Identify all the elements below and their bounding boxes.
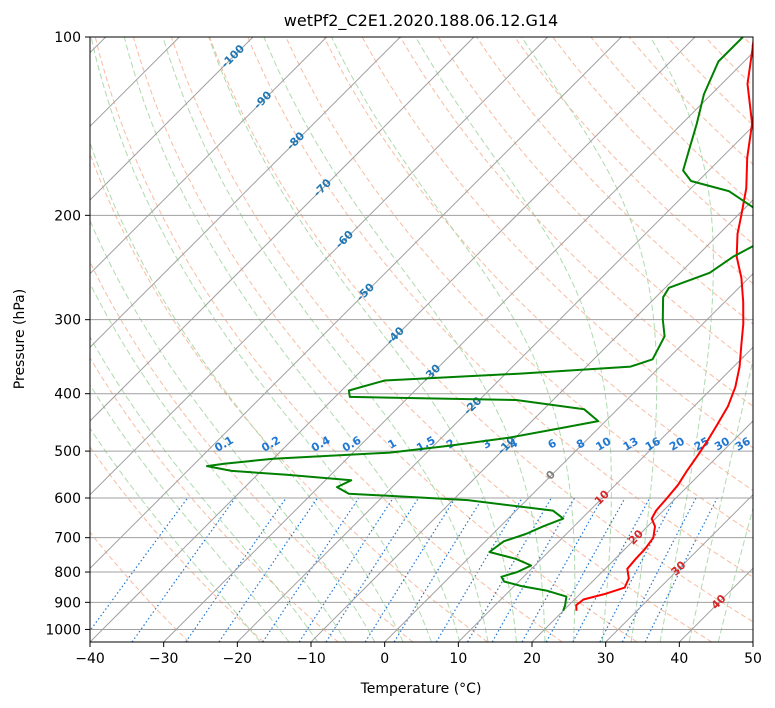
x-axis-title: Temperature (°C): [360, 681, 482, 697]
mixing-ratio-line: [90, 497, 189, 632]
isotherm: [90, 37, 401, 349]
moist-adiabat: [90, 383, 290, 642]
isotherm: [90, 37, 696, 642]
isotherm: [236, 125, 753, 642]
moist-adiabat: [162, 37, 489, 642]
y-tick-label: 800: [54, 565, 81, 581]
dry-adiabat: [94, 37, 563, 642]
chart-title: wetPf2_C2E1.2020.188.06.12.G14: [284, 11, 558, 31]
isotherm: [457, 346, 753, 642]
x-tick-label: 50: [744, 651, 762, 667]
dry-adiabat: [323, 37, 753, 491]
isotherm: [90, 37, 549, 496]
dry-adiabat: [90, 531, 190, 642]
x-tick-label: −20: [223, 651, 253, 667]
y-tick-label: 300: [54, 313, 81, 329]
moist-adiabat: [717, 506, 753, 642]
dry-adiabat: [552, 37, 753, 245]
x-axis: −40 −30 −20 −10 0 10 20 30 40 50: [75, 642, 762, 667]
mixing-ratio-line: [572, 497, 651, 642]
mixing-ratio-line: [599, 497, 676, 642]
isotherm: [384, 272, 753, 642]
y-tick-label: 1000: [45, 622, 81, 638]
dry-adiabats: [90, 37, 753, 642]
x-tick-label: 0: [380, 651, 389, 667]
isotherm: [310, 199, 753, 642]
mixing-ratio-line: [262, 497, 360, 642]
y-axis: 100 200 300 400 500 600 700 800 900 1000: [45, 30, 90, 638]
mixing-ratio-line: [131, 497, 236, 642]
mixing-ratio-line: [644, 497, 718, 642]
y-axis-title: Pressure (hPa): [12, 289, 28, 389]
mixing-ratio-line: [621, 497, 697, 642]
dry-adiabat: [132, 37, 638, 642]
mixing-ratio-line: [185, 497, 287, 642]
x-tick-label: −40: [75, 651, 105, 667]
mixing-ratio-line: [325, 497, 420, 642]
y-tick-label: 600: [54, 491, 81, 507]
mixing-ratio-line: [545, 497, 626, 642]
isotherm: [605, 493, 753, 642]
isotherm: [90, 37, 254, 201]
x-tick-label: 40: [670, 651, 688, 667]
temperature-line: [575, 37, 753, 611]
mixing-ratio-line: [364, 497, 456, 642]
mixing-ratio-line: [521, 497, 603, 642]
y-tick-label: 100: [54, 30, 81, 46]
y-tick-label: 500: [54, 444, 81, 460]
dry-adiabat: [209, 37, 753, 623]
y-tick-label: 400: [54, 387, 81, 403]
moist-adiabat: [90, 427, 261, 642]
dewpoint-line: [206, 37, 753, 612]
dry-adiabat: [285, 37, 753, 535]
y-tick-label: 900: [54, 595, 81, 611]
isotherm: [90, 37, 622, 570]
x-tick-label: −10: [296, 651, 326, 667]
x-tick-label: 20: [523, 651, 541, 667]
y-tick-label: 700: [54, 531, 81, 547]
x-tick-label: −30: [149, 651, 179, 667]
plot-frame: [89, 36, 754, 643]
isotherms: [90, 37, 753, 642]
mixing-ratio-line: [298, 497, 394, 642]
moist-adiabat: [90, 219, 376, 642]
x-tick-label: 10: [449, 651, 467, 667]
pressure-gridlines: [90, 37, 753, 630]
dry-adiabat: [399, 37, 753, 407]
isotherm: [531, 420, 753, 642]
dry-adiabat: [90, 356, 339, 642]
isotherm: [90, 37, 475, 422]
dry-adiabat: [437, 37, 753, 366]
isotherm: [163, 51, 753, 642]
mixing-ratio-line: [218, 497, 318, 642]
dry-adiabat: [90, 260, 414, 642]
dry-adiabat: [171, 37, 712, 642]
dry-adiabat: [476, 37, 753, 325]
isotherm: [90, 37, 328, 275]
x-tick-label: 30: [597, 651, 615, 667]
mixing-ratio-lines: [90, 497, 718, 642]
dry-adiabat: [590, 37, 753, 205]
y-tick-label: 200: [54, 208, 81, 224]
sounding-series: [206, 37, 753, 612]
